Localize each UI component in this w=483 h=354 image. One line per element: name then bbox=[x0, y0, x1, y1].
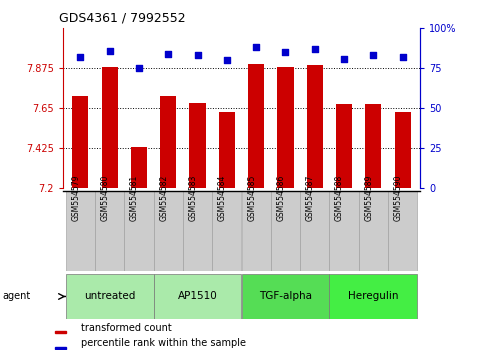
Text: AP1510: AP1510 bbox=[178, 291, 217, 302]
Text: GDS4361 / 7992552: GDS4361 / 7992552 bbox=[59, 11, 186, 24]
Bar bbox=[66, 191, 95, 271]
Point bbox=[135, 65, 143, 71]
Bar bbox=[242, 191, 271, 271]
Bar bbox=[300, 191, 329, 271]
Bar bbox=[277, 67, 294, 188]
Bar bbox=[307, 64, 323, 188]
Bar bbox=[95, 191, 124, 271]
Text: GSM554588: GSM554588 bbox=[335, 175, 344, 221]
Bar bbox=[388, 191, 417, 271]
Bar bbox=[55, 331, 66, 333]
Bar bbox=[219, 112, 235, 188]
Bar bbox=[66, 274, 154, 319]
Point bbox=[369, 53, 377, 58]
Text: GSM554587: GSM554587 bbox=[306, 174, 315, 221]
Bar bbox=[72, 96, 88, 188]
Point bbox=[194, 53, 201, 58]
Point bbox=[399, 54, 407, 60]
Text: GSM554586: GSM554586 bbox=[276, 174, 285, 221]
Point bbox=[311, 46, 319, 52]
Bar bbox=[124, 191, 154, 271]
Bar bbox=[189, 103, 206, 188]
Text: transformed count: transformed count bbox=[81, 322, 171, 332]
Text: GSM554589: GSM554589 bbox=[364, 174, 373, 221]
Text: TGF-alpha: TGF-alpha bbox=[259, 291, 312, 302]
Point bbox=[223, 57, 231, 63]
Text: GSM554590: GSM554590 bbox=[394, 174, 403, 221]
Bar bbox=[248, 64, 264, 188]
Bar bbox=[154, 191, 183, 271]
Bar bbox=[55, 347, 66, 349]
Point bbox=[164, 51, 172, 57]
Text: GSM554581: GSM554581 bbox=[130, 175, 139, 221]
Point bbox=[76, 54, 84, 60]
Text: Heregulin: Heregulin bbox=[348, 291, 398, 302]
Text: GSM554583: GSM554583 bbox=[188, 174, 198, 221]
Bar bbox=[271, 191, 300, 271]
Text: agent: agent bbox=[2, 291, 30, 302]
Bar bbox=[154, 274, 242, 319]
Bar bbox=[365, 104, 382, 188]
Text: untreated: untreated bbox=[84, 291, 135, 302]
Bar bbox=[336, 104, 352, 188]
Point bbox=[340, 56, 348, 62]
Bar bbox=[242, 274, 329, 319]
Text: GSM554579: GSM554579 bbox=[71, 174, 80, 221]
Text: GSM554584: GSM554584 bbox=[218, 174, 227, 221]
Bar bbox=[212, 191, 242, 271]
Bar bbox=[160, 96, 176, 188]
Point bbox=[106, 48, 114, 53]
Bar bbox=[101, 67, 118, 188]
Bar bbox=[395, 112, 411, 188]
Point bbox=[252, 45, 260, 50]
Point bbox=[282, 49, 289, 55]
Text: percentile rank within the sample: percentile rank within the sample bbox=[81, 338, 246, 348]
Text: GSM554585: GSM554585 bbox=[247, 174, 256, 221]
Bar bbox=[359, 191, 388, 271]
Bar bbox=[131, 147, 147, 188]
Bar bbox=[329, 274, 417, 319]
Text: GSM554582: GSM554582 bbox=[159, 175, 168, 221]
Text: GSM554580: GSM554580 bbox=[100, 174, 110, 221]
Bar bbox=[183, 191, 212, 271]
Bar bbox=[329, 191, 359, 271]
